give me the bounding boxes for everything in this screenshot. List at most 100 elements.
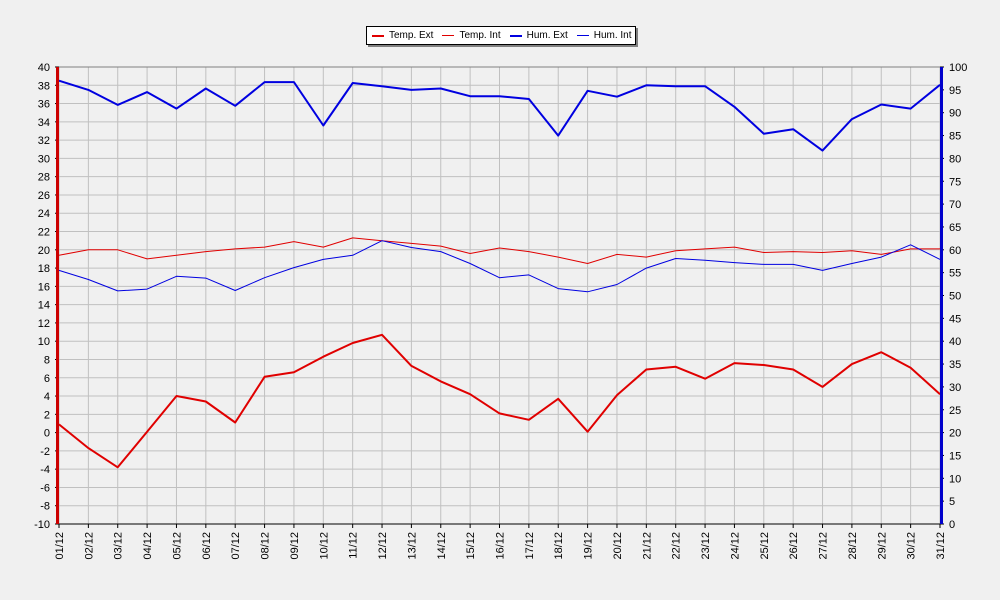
x-axis-tick-label: 19/12 — [583, 532, 595, 560]
x-axis-tick-label: 22/12 — [671, 532, 683, 560]
left-axis-tick-label: 0 — [44, 428, 50, 440]
x-axis-tick-label: 12/12 — [377, 532, 389, 560]
axes — [55, 66, 944, 528]
x-axis-tick-label: 25/12 — [759, 532, 771, 560]
legend: Temp. Ext Temp. Int Hum. Ext Hum. Int — [366, 26, 636, 45]
right-axis-tick-label: 25 — [949, 405, 961, 417]
right-axis-tick-label: 5 — [949, 496, 955, 508]
x-axis-tick-label: 09/12 — [289, 532, 301, 560]
x-axis-tick-label: 27/12 — [818, 532, 830, 560]
legend-label-hum-ext: Hum. Ext — [526, 30, 568, 41]
legend-swatch-temp-int — [442, 35, 455, 36]
left-axis-tick-label: 22 — [38, 227, 50, 239]
x-axis-tick-label: 28/12 — [847, 532, 859, 560]
x-axis-tick-label: 30/12 — [906, 532, 918, 560]
left-axis-tick-label: 24 — [38, 208, 50, 220]
x-axis-tick-label: 08/12 — [260, 532, 272, 560]
x-axis-tick-label: 11/12 — [348, 532, 360, 559]
right-axis-tick-label: 35 — [949, 359, 961, 371]
left-axis-tick-label: 20 — [38, 245, 50, 257]
legend-swatch-hum-int — [576, 35, 589, 36]
x-axis-tick-label: 03/12 — [113, 532, 125, 560]
left-axis-tick-label: 26 — [38, 190, 50, 202]
x-axis-tick-label: 23/12 — [700, 532, 712, 560]
left-axis-tick-label: 12 — [38, 318, 50, 330]
right-axis-tick-label: 95 — [949, 85, 961, 97]
right-axis-tick-label: 55 — [949, 268, 961, 280]
x-axis-tick-label: 10/12 — [318, 532, 330, 560]
legend-item-temp-int: Temp. Int — [442, 30, 501, 41]
x-axis-tick-label: 01/12 — [54, 532, 66, 560]
left-axis-tick-label: 34 — [38, 117, 50, 129]
x-axis-tick-label: 18/12 — [553, 532, 565, 560]
x-axis-tick-label: 02/12 — [83, 532, 95, 560]
x-axis-tick-label: 15/12 — [465, 532, 477, 560]
x-axis-tick-label: 07/12 — [230, 532, 242, 560]
right-axis-tick-label: 80 — [949, 153, 961, 165]
left-axis-tick-label: 38 — [38, 80, 50, 92]
series-line-temp-int — [58, 237, 940, 264]
x-axis-tick-label: 29/12 — [876, 532, 888, 560]
left-axis-tick-label: 6 — [44, 373, 50, 385]
left-axis-tick-label: 10 — [38, 336, 50, 348]
right-axis-tick-label: 10 — [949, 473, 961, 485]
x-axis-tick-label: 04/12 — [142, 532, 154, 560]
left-axis-tick-label: 30 — [38, 153, 50, 165]
series-lines — [58, 79, 941, 469]
legend-label-temp-int: Temp. Int — [459, 30, 501, 41]
left-axis-tick-label: 40 — [38, 62, 50, 74]
legend-label-hum-int: Hum. Int — [593, 30, 632, 41]
right-axis-tick-label: 0 — [949, 519, 955, 531]
right-axis-tick-label: 85 — [949, 131, 961, 143]
legend-item-hum-int: Hum. Int — [576, 30, 632, 41]
right-axis-tick-label: 60 — [949, 245, 961, 257]
x-axis-tick-label: 26/12 — [788, 532, 800, 560]
legend-swatch-hum-ext — [509, 34, 522, 37]
legend-label-temp-ext: Temp. Ext — [389, 30, 434, 41]
x-axis-tick-label: 06/12 — [201, 532, 213, 560]
series-line-hum-int — [58, 240, 941, 293]
right-axis-tick-label: 30 — [949, 382, 961, 394]
series-line-hum-ext — [58, 79, 941, 152]
left-axis-tick-label: 18 — [38, 263, 50, 275]
right-axis-tick-label: 70 — [949, 199, 961, 211]
grid — [58, 66, 941, 525]
x-axis-tick-label: 14/12 — [436, 532, 448, 560]
tick-labels: -10-8-6-4-202468101214161820222426283032… — [34, 62, 967, 560]
x-axis-tick-label: 17/12 — [524, 532, 536, 560]
right-axis-tick-label: 45 — [949, 313, 961, 325]
left-axis-tick-label: 32 — [38, 135, 50, 147]
left-axis-tick-label: 36 — [38, 99, 50, 111]
x-axis-tick-label: 13/12 — [406, 532, 418, 560]
right-axis-tick-label: 75 — [949, 176, 961, 188]
left-axis-tick-label: 14 — [38, 300, 50, 312]
left-axis-tick-label: 16 — [38, 281, 50, 293]
right-axis-tick-label: 15 — [949, 450, 961, 462]
right-axis-tick-label: 20 — [949, 428, 961, 440]
x-axis-tick-label: 05/12 — [171, 532, 183, 560]
x-axis-tick-label: 16/12 — [495, 532, 507, 560]
x-axis-tick-label: 20/12 — [612, 532, 624, 560]
x-axis-tick-label: 31/12 — [935, 532, 947, 560]
left-axis-tick-label: -10 — [34, 519, 50, 531]
right-axis-tick-label: 90 — [949, 108, 961, 120]
left-axis-tick-label: 8 — [44, 354, 50, 366]
left-axis-tick-label: 2 — [44, 409, 50, 421]
legend-item-hum-ext: Hum. Ext — [509, 30, 568, 41]
left-axis-tick-label: -6 — [40, 482, 50, 494]
x-axis-tick-label: 21/12 — [641, 532, 653, 560]
right-axis-tick-label: 50 — [949, 291, 961, 303]
legend-item-temp-ext: Temp. Ext — [372, 30, 433, 41]
legend-swatch-temp-ext — [372, 34, 384, 37]
left-axis-tick-label: 4 — [44, 391, 50, 403]
right-axis-tick-label: 100 — [949, 62, 967, 74]
left-axis-tick-label: 28 — [38, 172, 50, 184]
left-axis-tick-label: -8 — [40, 501, 50, 513]
x-axis-tick-label: 24/12 — [729, 532, 741, 560]
series-line-temp-ext — [58, 333, 941, 469]
left-axis-tick-label: -2 — [40, 446, 50, 458]
right-axis-tick-label: 65 — [949, 222, 961, 234]
left-axis-tick-label: -4 — [40, 464, 50, 476]
